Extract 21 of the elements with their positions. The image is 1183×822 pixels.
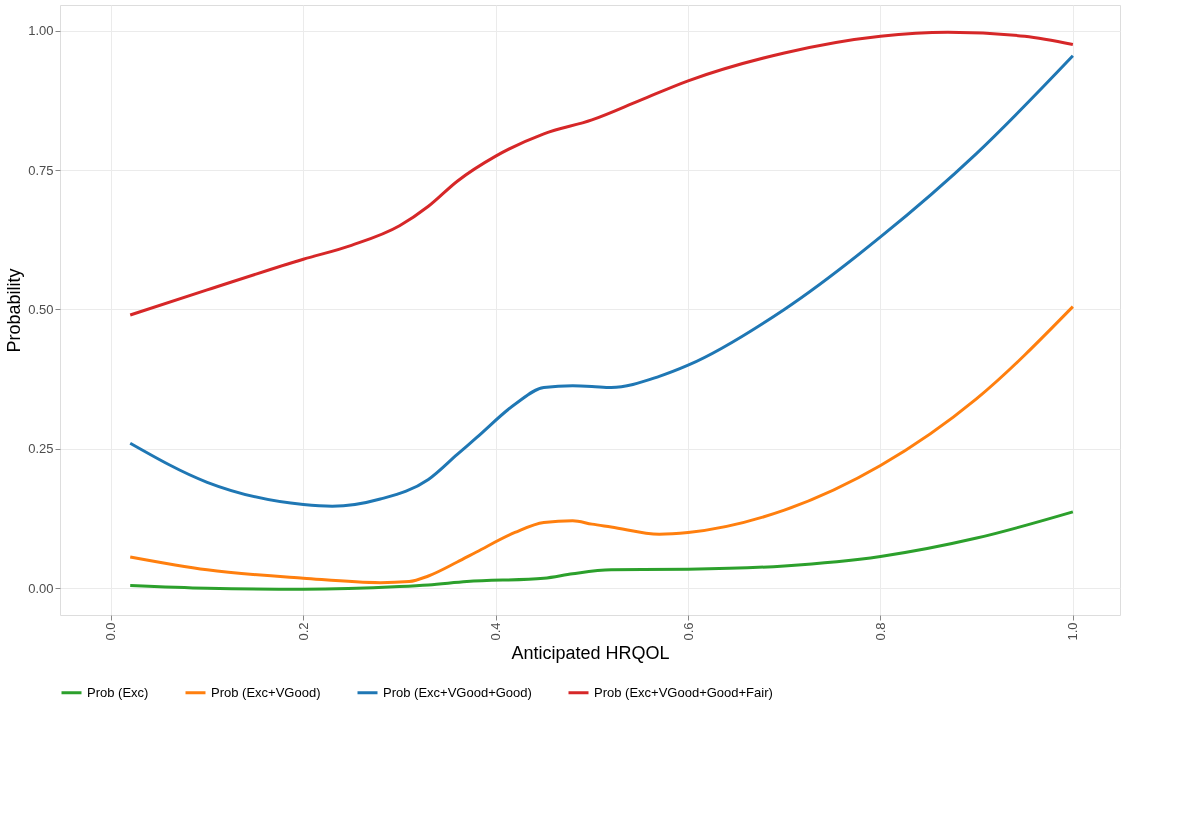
legend-label: Prob (Exc): [87, 684, 149, 700]
x-tick-label: 0.2: [295, 622, 311, 641]
x-tick-label: 0.0: [103, 622, 119, 641]
y-tick-label: 0.25: [28, 441, 54, 457]
y-tick-label: 1.00: [28, 23, 54, 39]
legend-label: Prob (Exc+VGood+Good+Fair): [594, 684, 773, 700]
x-tick-label: 0.8: [872, 622, 888, 641]
x-tick-label: 1.0: [1065, 622, 1081, 641]
y-tick-label: 0.75: [28, 162, 54, 178]
x-tick-label: 0.6: [680, 622, 696, 641]
line-series: [128, 30, 1075, 317]
y-axis-title: Probability: [4, 268, 25, 353]
x-axis-title: Anticipated HRQOL: [511, 642, 670, 663]
y-tick-label: 0.50: [28, 301, 54, 317]
x-tick-label: 0.4: [488, 622, 504, 641]
legend-label: Prob (Exc+VGood): [211, 684, 321, 700]
line-series: [128, 305, 1075, 585]
y-tick-label: 0.00: [28, 580, 54, 596]
legend-label: Prob (Exc+VGood+Good): [383, 684, 532, 700]
line-series: [128, 510, 1075, 591]
line-series: [128, 54, 1075, 508]
